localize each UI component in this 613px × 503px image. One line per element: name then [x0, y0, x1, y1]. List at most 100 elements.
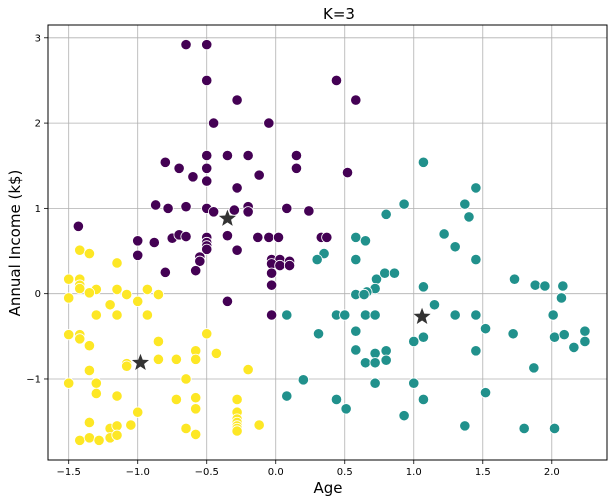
cluster-1-point: [470, 309, 482, 321]
cluster-0-point: [180, 201, 192, 213]
cluster-0-point: [201, 162, 213, 174]
cluster-1-point: [579, 325, 591, 337]
cluster-1-point: [470, 182, 482, 194]
cluster-1-point: [568, 341, 580, 354]
cluster-0-point: [159, 266, 171, 278]
cluster-2-point: [90, 309, 102, 321]
cluster-0-point: [231, 182, 243, 194]
cluster-1-point: [330, 393, 343, 406]
cluster-1-point: [417, 331, 430, 343]
cluster-1-point: [408, 335, 420, 348]
cluster-2-point: [253, 419, 265, 431]
cluster-2-point: [104, 299, 116, 311]
cluster-1-point: [350, 325, 362, 337]
y-tick-label: 3: [35, 33, 41, 44]
cluster-1-point: [557, 280, 569, 292]
cluster-0-point: [159, 156, 171, 168]
y-axis-label: Annual Income (k$): [6, 170, 24, 317]
cluster-0-point: [274, 259, 286, 272]
cluster-0-point: [321, 231, 333, 243]
cluster-2-point: [190, 392, 202, 404]
cluster-2-point: [141, 309, 153, 321]
cluster-2-point: [170, 353, 182, 365]
cluster-2-point: [121, 360, 133, 372]
cluster-1-point: [369, 357, 381, 369]
cluster-0-point: [350, 94, 362, 106]
chart-title: K=3: [323, 5, 355, 23]
cluster-2-point: [83, 247, 96, 260]
cluster-1-point: [508, 273, 521, 285]
cluster-1-point: [529, 279, 541, 291]
cluster-0-point: [132, 249, 144, 261]
y-tick-label: 2: [35, 119, 41, 130]
cluster-0-point: [201, 243, 213, 255]
cluster-2-point: [190, 353, 202, 365]
grid-lines: [48, 25, 607, 460]
cluster-1-point: [297, 374, 309, 386]
cluster-0-point: [242, 206, 254, 218]
x-tick-label: 1.0: [406, 467, 422, 478]
y-tick-label: 0: [35, 289, 41, 300]
cluster-1-point: [470, 253, 482, 266]
cluster-2-point: [111, 390, 123, 402]
cluster-2-point: [83, 340, 96, 352]
cluster-1-point: [463, 211, 475, 223]
cluster-0-point: [263, 231, 275, 243]
cluster-2-point: [90, 377, 102, 389]
cluster-2-point: [63, 292, 75, 304]
cluster-2-point: [170, 393, 182, 406]
cluster-1-point: [281, 309, 293, 321]
cluster-0-point: [265, 309, 278, 321]
cluster-2-point: [111, 309, 123, 321]
cluster-2-point: [83, 432, 96, 444]
cluster-2-point: [201, 328, 213, 340]
cluster-2-point: [210, 347, 222, 359]
cluster-2-point: [90, 387, 102, 400]
cluster-1-point: [359, 309, 372, 321]
cluster-2-point: [132, 295, 144, 307]
cluster-0-point: [303, 205, 315, 217]
cluster-1-point: [555, 292, 568, 304]
cluster-1-point: [358, 288, 370, 301]
cluster-1-point: [507, 328, 519, 340]
cluster-2-point: [74, 282, 86, 295]
cluster-0-point: [290, 149, 303, 162]
cluster-2-point: [63, 329, 75, 341]
cluster-2-point: [231, 393, 243, 406]
cluster-2-point: [63, 377, 75, 389]
cluster-1-point: [449, 309, 461, 321]
cluster-1-point: [359, 357, 372, 369]
cluster-1-point: [428, 299, 441, 311]
cluster-2-point: [141, 283, 153, 296]
cluster-0-point: [330, 74, 343, 87]
cluster-2-point: [152, 335, 165, 348]
cluster-1-point: [459, 420, 471, 432]
cluster-0-point: [283, 259, 296, 272]
cluster-2-point: [111, 429, 123, 441]
cluster-1-point: [470, 345, 482, 357]
cluster-0-point: [201, 175, 213, 187]
x-tick-label: 1.5: [475, 467, 491, 478]
cluster-1-point: [459, 198, 471, 210]
cluster-1-point: [340, 403, 352, 415]
y-axis-ticks: −1 0 1 2 3: [26, 33, 48, 385]
cluster-0-point: [221, 230, 234, 242]
cluster-0-point: [221, 295, 234, 307]
cluster-2-point: [111, 283, 123, 296]
cluster-0-point: [187, 171, 199, 183]
cluster-1-point: [350, 253, 362, 266]
cluster-1-point: [528, 362, 540, 374]
centroid-2-star-icon: [131, 353, 150, 371]
x-axis-label: Age: [313, 479, 342, 497]
cluster-1-point: [539, 280, 551, 292]
cluster-0-point: [263, 117, 275, 129]
cluster-1-point: [369, 309, 381, 321]
cluster-2-point: [132, 406, 144, 418]
x-tick-label: −1.0: [126, 467, 150, 478]
cluster-1-point: [350, 344, 362, 356]
cluster-2-point: [152, 353, 165, 365]
cluster-1-point: [548, 331, 561, 343]
plot-frame: [47, 24, 608, 461]
x-tick-label: −1.5: [57, 467, 81, 478]
